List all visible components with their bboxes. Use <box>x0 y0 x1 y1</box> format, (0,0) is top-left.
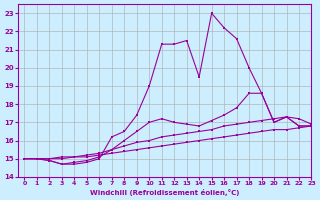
X-axis label: Windchill (Refroidissement éolien,°C): Windchill (Refroidissement éolien,°C) <box>90 189 240 196</box>
